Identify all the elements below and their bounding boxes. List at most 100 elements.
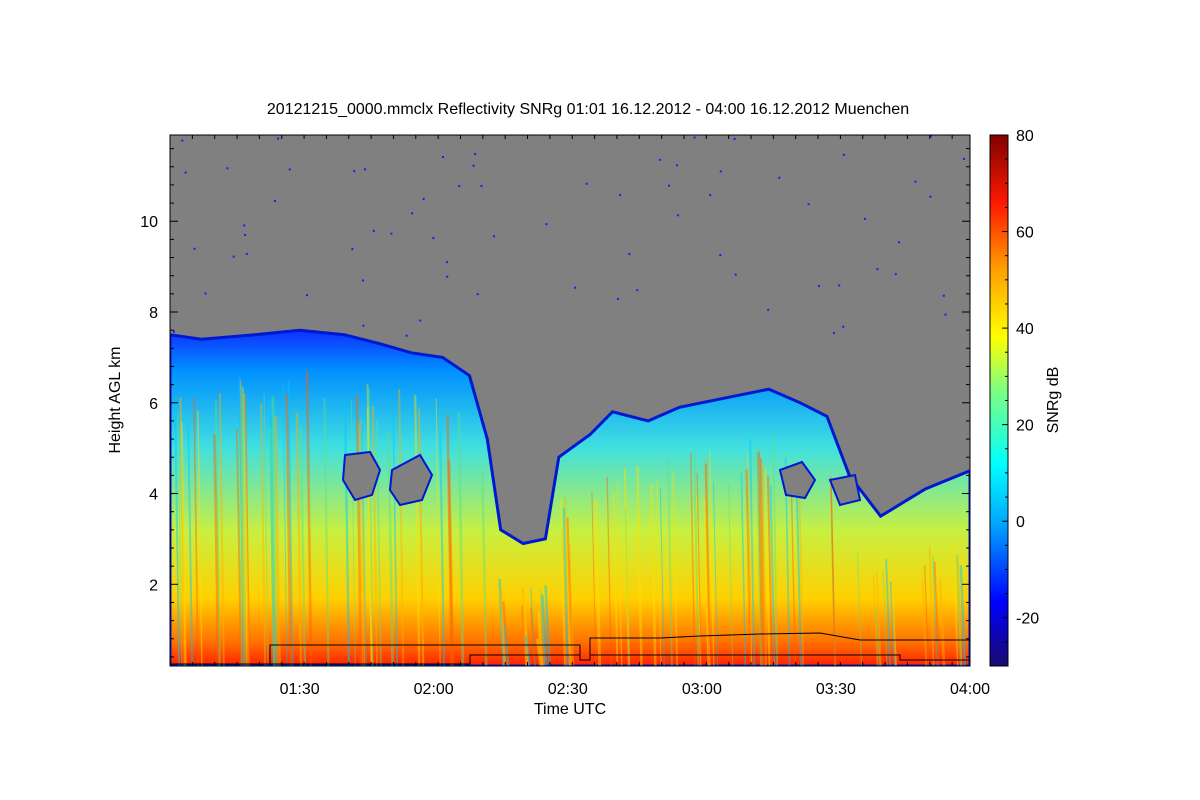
echo-gap-1	[341, 450, 382, 502]
streak	[795, 496, 803, 666]
streak	[367, 388, 374, 666]
speck	[184, 171, 187, 174]
streak	[830, 477, 836, 666]
speck	[842, 153, 845, 156]
streak	[761, 462, 768, 666]
streak	[524, 635, 531, 666]
streak	[305, 371, 313, 666]
speck	[719, 170, 722, 173]
streak	[567, 544, 575, 666]
ground-outline-lower	[170, 654, 970, 665]
streak	[830, 477, 836, 666]
colorbar-tick-label: 80	[1016, 128, 1034, 145]
x-axis: 01:30 02:00 02:30 03:00 03:30 04:00	[169, 135, 990, 698]
streak	[959, 565, 967, 666]
speck	[476, 293, 479, 296]
speck	[306, 294, 309, 297]
y-tick-label: 8	[149, 305, 158, 322]
streak	[921, 578, 928, 666]
plot-frame	[169, 134, 971, 667]
colorbar-tick-label: 20	[1016, 418, 1034, 435]
streak	[923, 565, 930, 666]
speck	[232, 255, 235, 258]
streak	[566, 517, 573, 666]
speck	[474, 153, 477, 156]
speck	[446, 261, 449, 264]
speck	[709, 194, 712, 197]
streak	[242, 388, 248, 666]
streak	[693, 448, 700, 666]
streak	[617, 482, 623, 666]
streak	[749, 439, 756, 666]
streak	[672, 472, 678, 666]
speck	[419, 319, 422, 322]
y-tick-label: 4	[149, 487, 158, 504]
speck	[719, 253, 722, 256]
streak	[891, 585, 897, 666]
speck	[894, 273, 897, 276]
streak	[366, 383, 373, 666]
streak	[933, 561, 940, 666]
streak	[872, 575, 879, 666]
streak	[237, 431, 243, 666]
speck	[351, 248, 354, 251]
streak	[798, 484, 805, 666]
streak	[268, 427, 276, 666]
speck	[778, 176, 781, 179]
speck	[362, 279, 365, 282]
noise-specks	[172, 135, 966, 337]
streak	[885, 559, 892, 666]
speck	[693, 136, 696, 139]
speck	[226, 167, 229, 170]
speck	[676, 164, 679, 167]
streak	[271, 396, 279, 666]
streak	[447, 460, 455, 666]
streak	[435, 398, 441, 666]
streak	[238, 377, 245, 666]
streak	[187, 424, 194, 666]
speck	[193, 247, 196, 250]
speck	[204, 292, 207, 295]
streak	[667, 457, 673, 666]
x-tick-label: 02:00	[414, 681, 454, 698]
streak	[932, 556, 938, 666]
streak	[235, 428, 243, 666]
streak	[446, 414, 453, 666]
speck	[817, 285, 820, 288]
streak	[769, 485, 776, 666]
speck	[364, 168, 367, 171]
streak	[955, 554, 963, 666]
streak	[387, 432, 394, 666]
colorbar-label: SNRg dB	[1045, 367, 1062, 434]
streak	[938, 578, 946, 666]
streak	[174, 404, 181, 666]
streak	[755, 447, 763, 666]
streak	[566, 516, 572, 666]
speck	[181, 139, 184, 142]
streak	[535, 638, 543, 666]
speck	[458, 185, 461, 188]
speck	[863, 217, 866, 220]
speck	[944, 313, 947, 316]
speck	[668, 184, 671, 187]
speck	[574, 286, 577, 289]
streak	[740, 473, 747, 666]
speck	[172, 330, 175, 333]
speck	[372, 229, 375, 232]
streak	[656, 480, 662, 666]
streak	[197, 410, 203, 666]
speck	[842, 325, 845, 328]
precip-streaks	[174, 371, 967, 666]
speck	[480, 184, 483, 187]
streak	[285, 394, 293, 666]
streak	[521, 588, 529, 666]
streak	[764, 468, 771, 666]
speck	[492, 235, 495, 238]
streak	[747, 452, 753, 666]
speck	[619, 194, 622, 197]
streak	[695, 495, 702, 666]
speck	[929, 195, 932, 198]
speck	[832, 331, 835, 334]
cloud-echo-area	[170, 328, 970, 666]
streak	[704, 463, 712, 666]
